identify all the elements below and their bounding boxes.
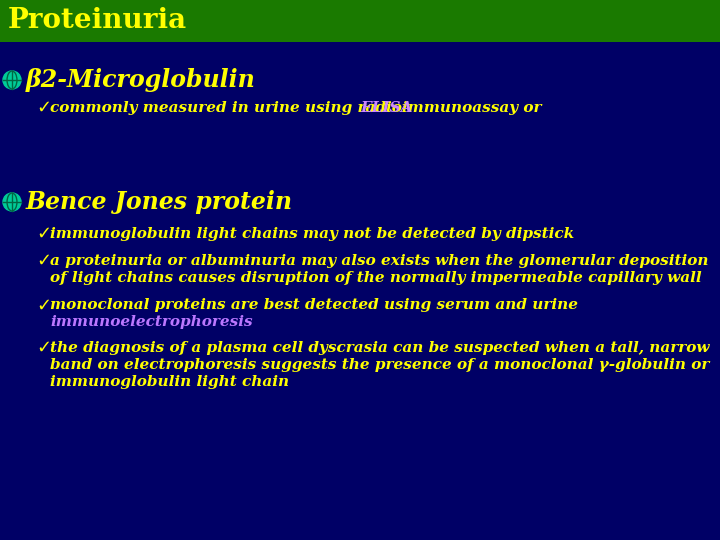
- Circle shape: [3, 71, 21, 89]
- Bar: [0, 0, 720, 42]
- Text: ✓: ✓: [36, 296, 51, 314]
- Text: ✓: ✓: [36, 339, 51, 357]
- Text: immunoelectrophoresis: immunoelectrophoresis: [50, 315, 253, 329]
- Text: commonly measured in urine using radioimmunoassay or: commonly measured in urine using radioim…: [50, 101, 546, 115]
- Text: monoclonal proteins are best detected using serum and urine: monoclonal proteins are best detected us…: [50, 299, 578, 313]
- Text: of light chains causes disruption of the normally impermeable capillary wall: of light chains causes disruption of the…: [50, 271, 701, 285]
- Text: Bence Jones protein: Bence Jones protein: [26, 190, 293, 214]
- Text: ✓: ✓: [36, 225, 51, 243]
- Text: ✓: ✓: [36, 99, 51, 117]
- Circle shape: [3, 193, 21, 211]
- Text: ✓: ✓: [36, 252, 51, 270]
- Text: a proteinuria or albuminuria may also exists when the glomerular deposition: a proteinuria or albuminuria may also ex…: [50, 254, 708, 268]
- Text: band on electrophoresis suggests the presence of a monoclonal γ-globulin or: band on electrophoresis suggests the pre…: [50, 358, 709, 372]
- Text: ELISA: ELISA: [360, 101, 413, 115]
- Text: the diagnosis of a plasma cell dyscrasia can be suspected when a tall, narrow: the diagnosis of a plasma cell dyscrasia…: [50, 341, 709, 355]
- Text: immunoglobulin light chains may not be detected by dipstick: immunoglobulin light chains may not be d…: [50, 227, 575, 241]
- Text: β2-Microglobulin: β2-Microglobulin: [26, 68, 256, 92]
- Text: immunoglobulin light chain: immunoglobulin light chain: [50, 375, 289, 389]
- Text: Proteinuria: Proteinuria: [8, 8, 187, 35]
